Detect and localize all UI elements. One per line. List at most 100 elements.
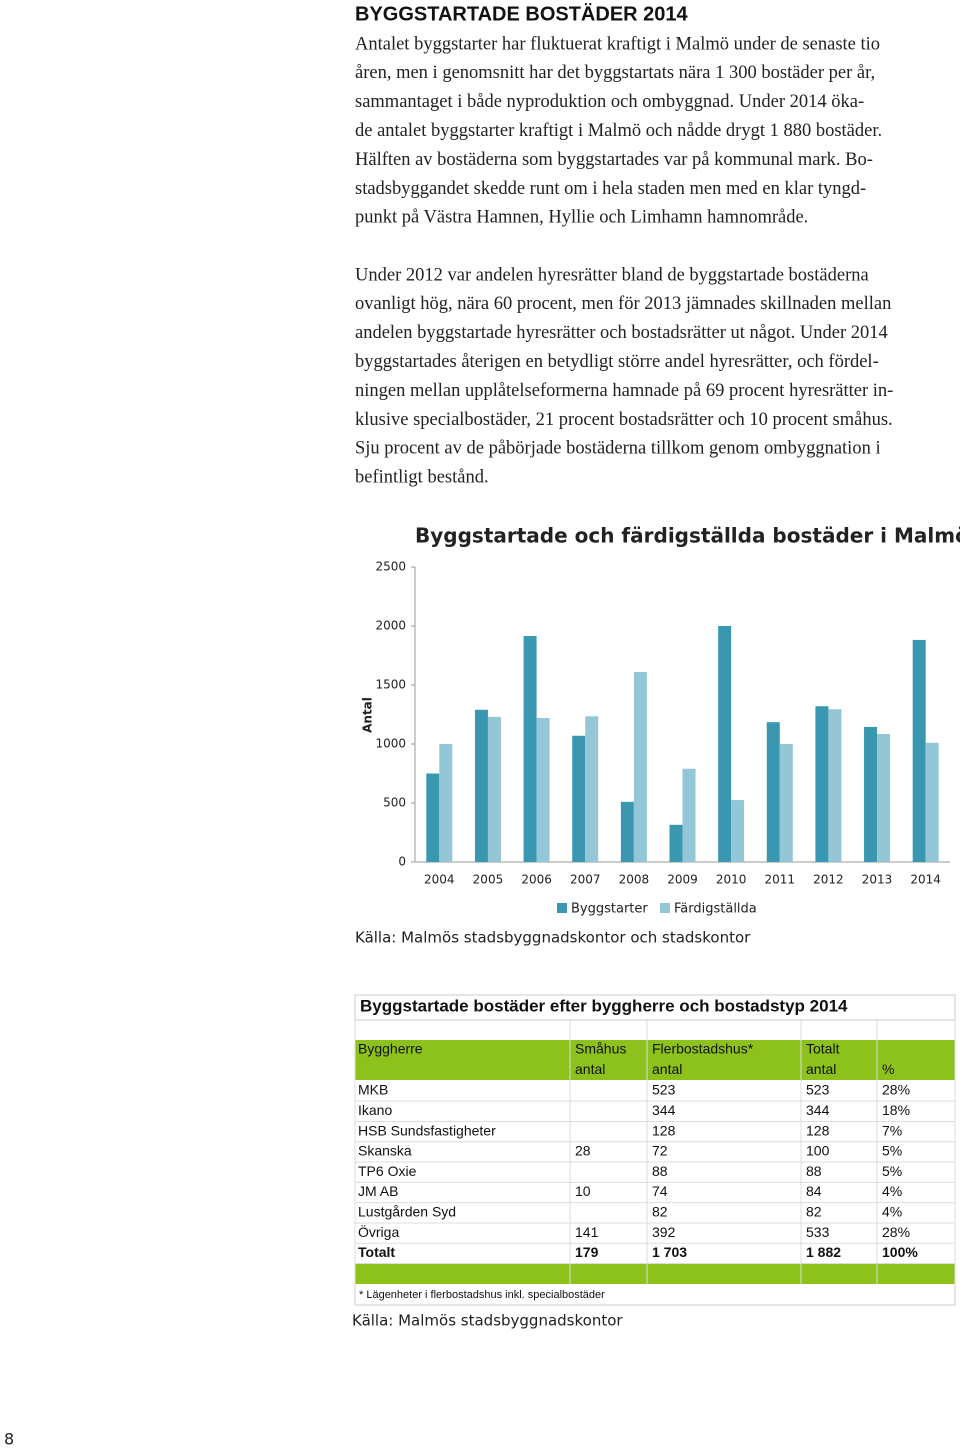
table-cell: 84 xyxy=(806,1183,822,1199)
chart-title: Byggstartade och färdigställda bostäder … xyxy=(415,524,960,548)
chart-source: Källa: Malmös stadsbyggnadskontor och st… xyxy=(355,929,751,947)
page-number: 8 xyxy=(4,1430,14,1449)
table-cell: 5% xyxy=(882,1143,902,1159)
x-tick-label: 2007 xyxy=(570,873,601,887)
table-cell: 392 xyxy=(652,1224,676,1240)
table-header-cell: Byggherre xyxy=(358,1041,423,1057)
table-cell: 18% xyxy=(882,1102,910,1118)
bar xyxy=(426,773,440,862)
paragraph-line: stadsbyggandet skedde runt om i hela sta… xyxy=(355,179,866,199)
y-tick-label: 2500 xyxy=(375,560,406,574)
x-tick-label: 2012 xyxy=(813,873,844,887)
bar xyxy=(877,733,891,862)
y-axis-label: Antal xyxy=(361,697,375,733)
table-cell: 5% xyxy=(882,1163,902,1179)
y-tick-label: 2000 xyxy=(375,619,406,633)
table-cell: 82 xyxy=(806,1204,822,1220)
bar xyxy=(815,706,829,862)
table-cell: JM AB xyxy=(358,1183,398,1199)
table-cell: 4% xyxy=(882,1183,902,1199)
paragraph-line: befintligt bestånd. xyxy=(355,468,489,488)
y-tick-label: 1500 xyxy=(375,678,406,692)
table-cell: 72 xyxy=(652,1143,668,1159)
bar xyxy=(536,718,550,862)
table-cell: 4% xyxy=(882,1204,902,1220)
bar xyxy=(718,626,732,862)
y-tick-label: 0 xyxy=(398,855,406,869)
bar xyxy=(682,768,696,862)
table-cell: 28% xyxy=(882,1224,910,1240)
paragraph-line: Hälften av bostäderna som byggstartades … xyxy=(355,150,873,170)
table-cell: 88 xyxy=(806,1163,822,1179)
paragraph-line: ningen mellan upplåtelseformerna hamnade… xyxy=(355,381,893,401)
table-cell: 179 xyxy=(575,1244,599,1260)
paragraph-line: punkt på Västra Hamnen, Hyllie och Limha… xyxy=(355,208,808,228)
x-tick-label: 2009 xyxy=(667,873,698,887)
bar xyxy=(925,742,939,862)
table-cell: 344 xyxy=(806,1102,830,1118)
x-tick-label: 2013 xyxy=(862,873,893,887)
table-cell: Ikano xyxy=(358,1102,392,1118)
table-cell: 28 xyxy=(575,1143,591,1159)
bar xyxy=(731,800,745,862)
table-header-cell: Småhus xyxy=(575,1041,626,1057)
table-header-band xyxy=(355,1040,955,1080)
x-tick-label: 2010 xyxy=(716,873,747,887)
table-source: Källa: Malmös stadsbyggnadskontor xyxy=(352,1312,623,1330)
table-footnote: * Lägenheter i flerbostadshus inkl. spec… xyxy=(359,1289,605,1301)
table-cell: Övriga xyxy=(358,1223,399,1240)
legend-swatch xyxy=(660,903,670,913)
table-cell: 88 xyxy=(652,1163,668,1179)
y-tick-label: 1000 xyxy=(375,737,406,751)
x-tick-label: 2008 xyxy=(619,873,650,887)
table-cell: 128 xyxy=(806,1122,830,1138)
bar xyxy=(523,636,537,862)
table-cell: 74 xyxy=(652,1183,668,1199)
paragraph-line: byggstartades återigen en betydligt stör… xyxy=(355,352,879,372)
table-cell: 10 xyxy=(575,1183,591,1199)
legend-label: Byggstarter xyxy=(571,902,648,917)
paragraph-line: andelen byggstartade hyresrätter och bos… xyxy=(355,323,888,343)
table-cell: 82 xyxy=(652,1204,668,1220)
y-tick-label: 500 xyxy=(383,796,406,810)
table-header-cell: % xyxy=(882,1061,894,1077)
x-tick-label: 2014 xyxy=(910,873,941,887)
paragraph-line: ovanligt hög, nära 60 procent, men för 2… xyxy=(355,294,891,314)
bar xyxy=(912,639,926,862)
legend-swatch xyxy=(557,903,567,913)
bar xyxy=(620,801,634,862)
paragraph-line: sammantaget i både nyproduktion och omby… xyxy=(355,92,864,112)
bar xyxy=(669,824,683,862)
paragraph-line: åren, men i genomsnitt har det byggstart… xyxy=(355,63,875,83)
table-cell: 100 xyxy=(806,1143,830,1159)
table-header-cell: Flerbostadshus* xyxy=(652,1041,754,1057)
table-cell: 128 xyxy=(652,1122,676,1138)
bar xyxy=(864,726,878,862)
table-cell: 1 882 xyxy=(806,1244,841,1260)
paragraph-line: de antalet byggstarter kraftigt i Malmö … xyxy=(355,121,882,141)
bar xyxy=(474,709,488,862)
table-cell: 344 xyxy=(652,1102,676,1118)
bar xyxy=(487,716,501,862)
table-cell: 1 703 xyxy=(652,1244,687,1260)
table-header-cell: antal xyxy=(652,1061,682,1077)
table-cell: Lustgården Syd xyxy=(358,1204,456,1220)
table-cell: 523 xyxy=(652,1082,676,1098)
table-cell: Totalt xyxy=(358,1244,395,1260)
bar xyxy=(766,722,780,862)
paragraph-line: Antalet byggstarter har fluktuerat kraft… xyxy=(355,34,880,54)
bar xyxy=(439,744,453,862)
table-cell: 141 xyxy=(575,1224,599,1240)
table-title: Byggstartade bostäder efter byggherre oc… xyxy=(360,996,848,1015)
table-header-cell: antal xyxy=(806,1061,836,1077)
table-header-cell: antal xyxy=(575,1061,605,1077)
table-header-cell: Totalt xyxy=(806,1041,840,1057)
table-cell: 7% xyxy=(882,1122,902,1138)
table-cell: 523 xyxy=(806,1082,830,1098)
bar xyxy=(633,672,647,862)
paragraph-line: Sju procent av de påbörjade bostäderna t… xyxy=(355,439,881,459)
x-tick-label: 2004 xyxy=(424,873,455,887)
table-cell: TP6 Oxie xyxy=(358,1163,417,1179)
